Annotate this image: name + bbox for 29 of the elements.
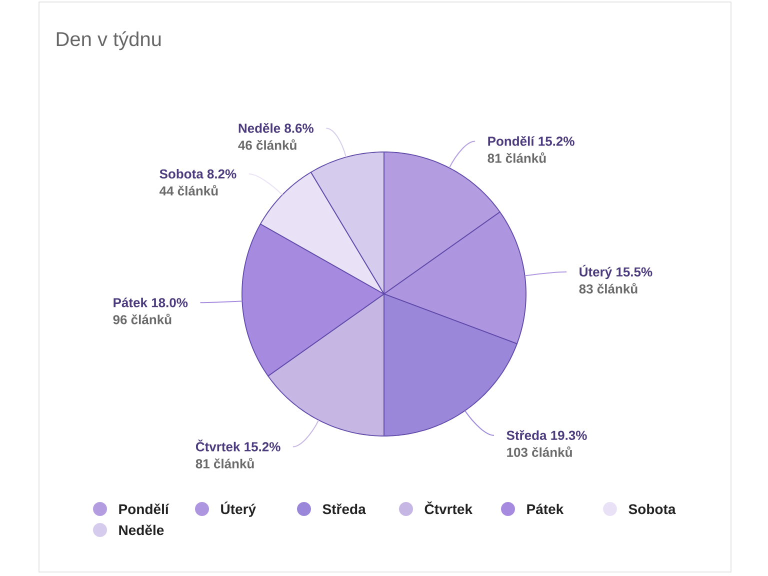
slice-label: Úterý bbox=[580, 264, 612, 280]
data-label: 15.5% bbox=[616, 267, 652, 277]
data-label: 15.2% bbox=[538, 136, 574, 146]
slice-label: Neděle bbox=[238, 123, 280, 133]
data-label: 19.3% bbox=[551, 430, 587, 440]
data-label: 15.2% bbox=[244, 442, 280, 452]
text: 96 článků bbox=[113, 314, 172, 324]
legend-label: Úterý bbox=[221, 502, 256, 517]
legend-label: Neděle bbox=[119, 524, 164, 536]
text: 83 článků bbox=[579, 282, 638, 294]
chart-title: Den v týdnu bbox=[56, 31, 161, 50]
legend-label: Sobota bbox=[628, 504, 676, 514]
legend-label: Středa bbox=[322, 504, 366, 514]
text: 103 článků bbox=[507, 446, 572, 457]
slice-label: Pondělí bbox=[488, 136, 535, 146]
data-label: 8.6% bbox=[284, 124, 314, 133]
data-label: 18.0% bbox=[152, 298, 188, 308]
slice-label: Středa bbox=[506, 430, 547, 440]
text: 46 článků bbox=[238, 139, 296, 150]
slice-label: Pátek bbox=[114, 298, 148, 308]
legend-label: Čtvrtek bbox=[424, 501, 473, 514]
legend-label: Pondělí bbox=[119, 504, 170, 514]
slice-label: Čtvrtek bbox=[196, 440, 240, 452]
data-label: 8.2% bbox=[207, 169, 236, 179]
text: 81 článků bbox=[196, 458, 254, 468]
legend-label: Pátek bbox=[527, 504, 564, 514]
text: 81 článků bbox=[488, 152, 546, 163]
slice-label: Sobota bbox=[160, 168, 204, 179]
text: 44 článků bbox=[159, 184, 218, 196]
